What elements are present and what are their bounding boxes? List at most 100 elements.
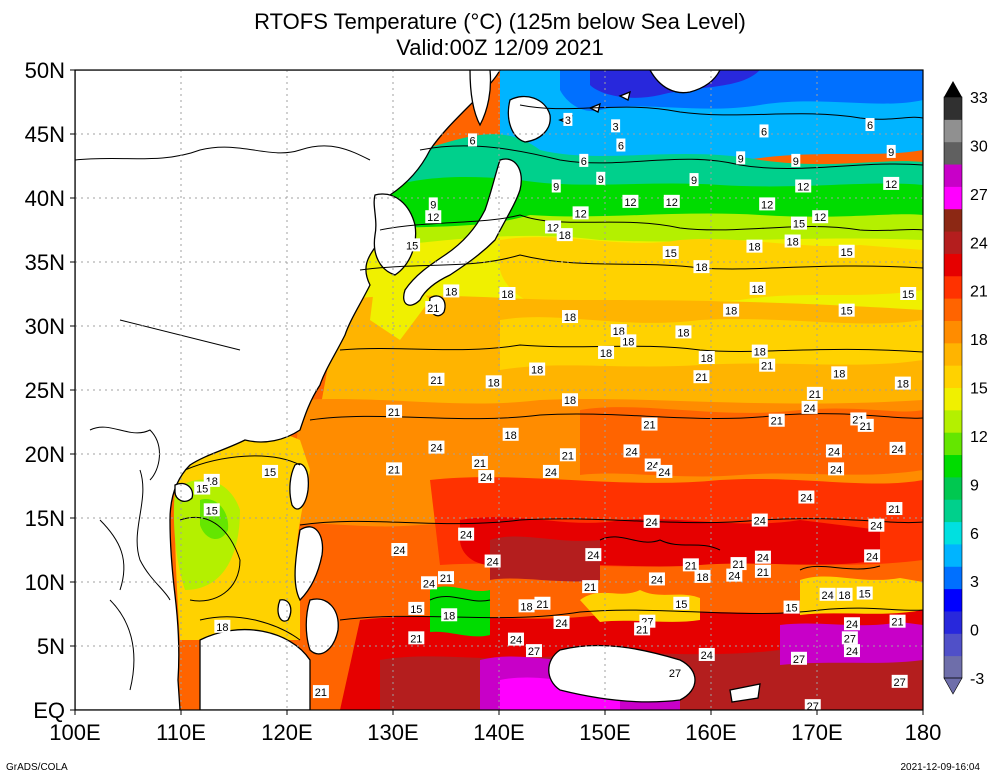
contour-label-bg [428, 197, 438, 211]
contour-label-bg [865, 118, 875, 132]
contour-label-bg [883, 176, 900, 190]
contour-label-text: 21 [427, 303, 439, 315]
contour-label: 18 [675, 325, 692, 339]
contour-label: 24 [458, 527, 475, 542]
contour-label-bg [563, 112, 573, 126]
contour-label: 27 [790, 651, 807, 666]
contour-label-text: 15 [264, 467, 276, 479]
contour-label: 21 [471, 455, 488, 470]
contour-label-text: 24 [821, 590, 833, 602]
contour-label-bg [203, 503, 220, 517]
contour-label-text: 24 [555, 618, 567, 630]
contour-label-text: 21 [643, 420, 655, 432]
contour-label-text: 21 [440, 573, 452, 585]
contour-label: 18 [620, 334, 637, 348]
contour-label-text: 18 [559, 230, 571, 242]
contour-label: 24 [585, 548, 602, 562]
colorbar-segment [944, 566, 962, 590]
contour-label-text: 18 [443, 610, 455, 622]
contour-label-bg [579, 153, 589, 167]
contour-label: 18 [562, 310, 579, 324]
contour-label-bg [438, 571, 454, 585]
contour-label: 27 [841, 631, 858, 645]
colorbar-frame [943, 96, 963, 679]
contour-label-bg [616, 138, 626, 152]
contour-label-bg [582, 580, 599, 594]
colorbar-label: 30 [970, 138, 988, 155]
lon-tick-label: 180 [905, 720, 942, 745]
contour-label-bg [768, 413, 785, 427]
contour-label-bg [585, 548, 602, 562]
contour-label: 24 [828, 462, 845, 476]
contour-label: 18 [518, 599, 535, 613]
contour-label: 18 [831, 366, 848, 380]
contour-label: 3 [611, 119, 621, 133]
contour-label: 18 [698, 351, 715, 365]
contour-label: 21 [582, 580, 599, 594]
contour-label-bg [894, 376, 911, 390]
contour-label-bg [408, 631, 425, 645]
contour-label-bg [471, 455, 488, 469]
colorbar-segment [944, 409, 962, 433]
contour-label-bg [843, 644, 860, 658]
colorbar-segment [944, 432, 962, 456]
contour-label-bg [698, 351, 715, 364]
contour-label-text: 21 [757, 567, 769, 579]
contour-label-text: 24 [891, 444, 903, 456]
contour-label-text: 15 [675, 599, 687, 611]
contour-label-text: 12 [624, 197, 636, 209]
colorbar-segment [944, 476, 962, 500]
contour-label: 18 [693, 260, 710, 274]
contour-label: 24 [542, 464, 559, 479]
contour-label-bg [428, 440, 445, 454]
contour-label: 18 [443, 284, 460, 298]
contour-label-bg [825, 444, 842, 458]
contour-label: 21 [408, 631, 425, 645]
contour-label-bg [623, 444, 640, 458]
contour-label-text: 24 [487, 557, 499, 569]
contour-label-text: 12 [797, 181, 809, 193]
colorbar-segment [944, 588, 962, 612]
contour-label-bg [838, 244, 855, 258]
contour-label-bg [214, 619, 231, 633]
contour-label: 18 [562, 393, 579, 407]
contour-label-bg [831, 366, 848, 380]
contour-label-bg [836, 587, 853, 601]
contour-label-text: 15 [196, 484, 208, 496]
contour-label-bg [553, 615, 570, 629]
contour-label: 24 [843, 644, 860, 658]
contour-label-bg [841, 631, 858, 645]
contour-label-bg [790, 216, 807, 230]
contour-label-text: 15 [785, 603, 797, 615]
contour-label-bg [838, 303, 855, 317]
contour-label: 21 [682, 558, 699, 572]
lat-tick-label: 5N [37, 634, 65, 659]
contour-label: 24 [507, 632, 524, 647]
lon-tick-label: 170E [791, 720, 842, 745]
contour-label-bg [648, 572, 665, 586]
contour-label: 24 [421, 576, 438, 590]
contour-label-bg [806, 386, 823, 400]
contour-label-bg [425, 210, 442, 224]
contour-label-text: 21 [809, 389, 821, 401]
contour-label-text: 21 [536, 599, 548, 611]
contour-label-bg [551, 179, 561, 193]
contour-label-text: 21 [388, 464, 400, 476]
contour-label: 21 [425, 301, 442, 315]
contour-label-bg [662, 246, 679, 260]
lat-tick-label: 35N [25, 250, 65, 275]
contour-label-text: 21 [891, 617, 903, 629]
contour-label-text: 24 [800, 493, 812, 505]
contour-label: 24 [801, 400, 818, 415]
lat-tick-label: 10N [25, 570, 65, 595]
contour-label: 21 [559, 448, 576, 462]
contour-label: 6 [759, 124, 769, 138]
contour-label-text: 27 [528, 646, 540, 658]
contour-label-bg [611, 119, 621, 133]
contour-label-text: 24 [423, 578, 435, 590]
contour-label: 24 [643, 514, 660, 529]
contour-label-bg [641, 417, 658, 431]
contour-label-text: 18 [701, 353, 713, 365]
contour-label: 21 [386, 462, 403, 476]
